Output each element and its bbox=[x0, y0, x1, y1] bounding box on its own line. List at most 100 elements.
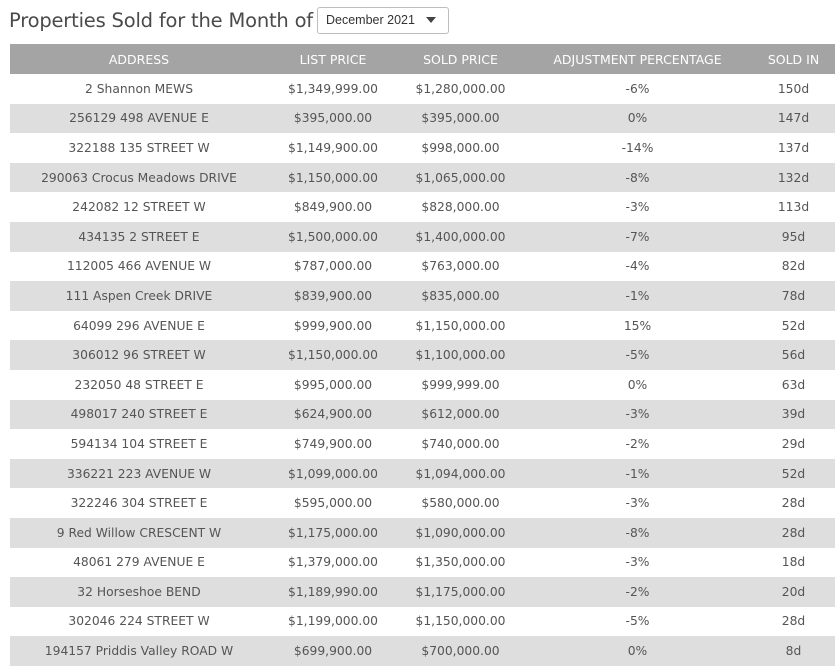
column-header-sold-in: SOLD IN bbox=[752, 44, 835, 74]
list-price-cell: $839,900.00 bbox=[268, 281, 398, 311]
list-price-cell: $1,199,000.00 bbox=[268, 606, 398, 637]
sold-in-cell: 52d bbox=[752, 458, 835, 489]
list-price-cell: $1,150,000.00 bbox=[268, 162, 398, 193]
sold-in-cell: 132d bbox=[752, 162, 835, 193]
month-select[interactable]: December 2021 bbox=[316, 6, 449, 34]
sold-in-cell: 113d bbox=[752, 192, 835, 222]
table-header-row: ADDRESS LIST PRICE SOLD PRICE ADJUSTMENT… bbox=[10, 44, 835, 74]
adjustment-percentage-cell: -2% bbox=[523, 429, 752, 459]
sold-in-cell: 150d bbox=[752, 74, 835, 104]
adjustment-percentage-cell: -2% bbox=[523, 577, 752, 607]
adjustment-percentage-cell: -3% bbox=[523, 547, 752, 578]
month-select-value: December 2021 bbox=[325, 13, 415, 27]
list-price-cell: $1,175,000.00 bbox=[268, 517, 398, 548]
sold-price-cell: $1,094,000.00 bbox=[398, 458, 523, 489]
adjustment-percentage-cell: 0% bbox=[523, 636, 752, 666]
adjustment-percentage-cell: -14% bbox=[523, 133, 752, 163]
sold-price-cell: $1,065,000.00 bbox=[398, 162, 523, 193]
sold-in-cell: 28d bbox=[752, 488, 835, 518]
adjustment-percentage-cell: -5% bbox=[523, 606, 752, 637]
sold-price-cell: $395,000.00 bbox=[398, 103, 523, 134]
sold-price-cell: $1,150,000.00 bbox=[398, 310, 523, 341]
sold-price-cell: $1,400,000.00 bbox=[398, 221, 523, 252]
sold-properties-table: ADDRESS LIST PRICE SOLD PRICE ADJUSTMENT… bbox=[10, 44, 835, 666]
address-cell: 9 Red Willow CRESCENT W bbox=[10, 517, 268, 548]
address-cell: 194157 Priddis Valley ROAD W bbox=[10, 636, 268, 666]
address-cell: 306012 96 STREET W bbox=[10, 340, 268, 370]
address-cell: 302046 224 STREET W bbox=[10, 606, 268, 637]
address-cell: 336221 223 AVENUE W bbox=[10, 458, 268, 489]
column-header-adjustment-percentage: ADJUSTMENT PERCENTAGE bbox=[523, 44, 752, 74]
list-price-cell: $395,000.00 bbox=[268, 103, 398, 134]
list-price-cell: $699,900.00 bbox=[268, 636, 398, 666]
table-row: 112005 466 AVENUE W $787,000.00 $763,000.0… bbox=[10, 251, 835, 282]
adjustment-percentage-cell: -1% bbox=[523, 458, 752, 489]
table-row: 242082 12 STREET W $849,900.00 $828,000.00… bbox=[10, 192, 835, 222]
address-cell: 112005 466 AVENUE W bbox=[10, 251, 268, 282]
sold-in-cell: 147d bbox=[752, 103, 835, 134]
sold-price-cell: $828,000.00 bbox=[398, 192, 523, 222]
address-cell: 2 Shannon MEWS bbox=[10, 74, 268, 104]
sold-price-cell: $580,000.00 bbox=[398, 488, 523, 518]
sold-in-cell: 18d bbox=[752, 547, 835, 578]
list-price-cell: $624,900.00 bbox=[268, 399, 398, 430]
address-cell: 111 Aspen Creek DRIVE bbox=[10, 281, 268, 311]
table-row: 302046 224 STREET W $1,199,000.00 $1,150,0… bbox=[10, 606, 835, 637]
adjustment-percentage-cell: -3% bbox=[523, 399, 752, 430]
list-price-cell: $1,150,000.00 bbox=[268, 340, 398, 370]
sold-price-cell: $1,100,000.00 bbox=[398, 340, 523, 370]
address-cell: 242082 12 STREET W bbox=[10, 192, 268, 222]
sold-price-cell: $1,350,000.00 bbox=[398, 547, 523, 578]
sold-price-cell: $700,000.00 bbox=[398, 636, 523, 666]
sold-in-cell: 39d bbox=[752, 399, 835, 430]
sold-price-cell: $835,000.00 bbox=[398, 281, 523, 311]
table-row: 256129 498 AVENUE E $395,000.00 $395,000.0… bbox=[10, 103, 835, 134]
address-cell: 32 Horseshoe BEND bbox=[10, 577, 268, 607]
address-cell: 434135 2 STREET E bbox=[10, 221, 268, 252]
page-header: Properties Sold for the Month of Decembe… bbox=[9, 5, 449, 35]
table-row: 434135 2 STREET E $1,500,000.00 $1,400,000… bbox=[10, 221, 835, 252]
adjustment-percentage-cell: -5% bbox=[523, 340, 752, 370]
adjustment-percentage-cell: 0% bbox=[523, 103, 752, 134]
list-price-cell: $749,900.00 bbox=[268, 429, 398, 459]
sold-price-cell: $1,175,000.00 bbox=[398, 577, 523, 607]
table-row: 594134 104 STREET E $749,900.00 $740,000.0… bbox=[10, 429, 835, 459]
address-cell: 48061 279 AVENUE E bbox=[10, 547, 268, 578]
adjustment-percentage-cell: 0% bbox=[523, 369, 752, 400]
sold-price-cell: $612,000.00 bbox=[398, 399, 523, 430]
sold-in-cell: 78d bbox=[752, 281, 835, 311]
page-title: Properties Sold for the Month of bbox=[9, 8, 313, 32]
table-row: 232050 48 STREET E $995,000.00 $999,999.00… bbox=[10, 369, 835, 400]
address-cell: 64099 296 AVENUE E bbox=[10, 310, 268, 341]
sold-in-cell: 28d bbox=[752, 517, 835, 548]
list-price-cell: $999,900.00 bbox=[268, 310, 398, 341]
table-row: 194157 Priddis Valley ROAD W $699,900.00 $… bbox=[10, 636, 835, 666]
sold-in-cell: 137d bbox=[752, 133, 835, 163]
table-row: 498017 240 STREET E $624,900.00 $612,000.0… bbox=[10, 399, 835, 430]
list-price-cell: $1,189,990.00 bbox=[268, 577, 398, 607]
adjustment-percentage-cell: -7% bbox=[523, 221, 752, 252]
table-row: 322246 304 STREET E $595,000.00 $580,000.0… bbox=[10, 488, 835, 518]
table-row: 306012 96 STREET W $1,150,000.00 $1,100,00… bbox=[10, 340, 835, 370]
list-price-cell: $595,000.00 bbox=[268, 488, 398, 518]
table-row: 2 Shannon MEWS $1,349,999.00 $1,280,000.00… bbox=[10, 74, 835, 104]
sold-price-cell: $999,999.00 bbox=[398, 369, 523, 400]
sold-in-cell: 63d bbox=[752, 369, 835, 400]
table-row: 32 Horseshoe BEND $1,189,990.00 $1,175,000… bbox=[10, 577, 835, 607]
sold-price-cell: $1,150,000.00 bbox=[398, 606, 523, 637]
sold-price-cell: $740,000.00 bbox=[398, 429, 523, 459]
address-cell: 498017 240 STREET E bbox=[10, 399, 268, 430]
sold-price-cell: $763,000.00 bbox=[398, 251, 523, 282]
sold-in-cell: 82d bbox=[752, 251, 835, 282]
list-price-cell: $787,000.00 bbox=[268, 251, 398, 282]
chevron-down-icon bbox=[425, 17, 436, 23]
column-header-sold-price: SOLD PRICE bbox=[398, 44, 523, 74]
table-row: 322188 135 STREET W $1,149,900.00 $998,000… bbox=[10, 133, 835, 163]
table-row: 111 Aspen Creek DRIVE $839,900.00 $835,000… bbox=[10, 281, 835, 311]
sold-in-cell: 8d bbox=[752, 636, 835, 666]
sold-price-cell: $1,280,000.00 bbox=[398, 74, 523, 104]
adjustment-percentage-cell: -4% bbox=[523, 251, 752, 282]
address-cell: 232050 48 STREET E bbox=[10, 369, 268, 400]
adjustment-percentage-cell: -3% bbox=[523, 488, 752, 518]
table-row: 64099 296 AVENUE E $999,900.00 $1,150,000.… bbox=[10, 310, 835, 341]
